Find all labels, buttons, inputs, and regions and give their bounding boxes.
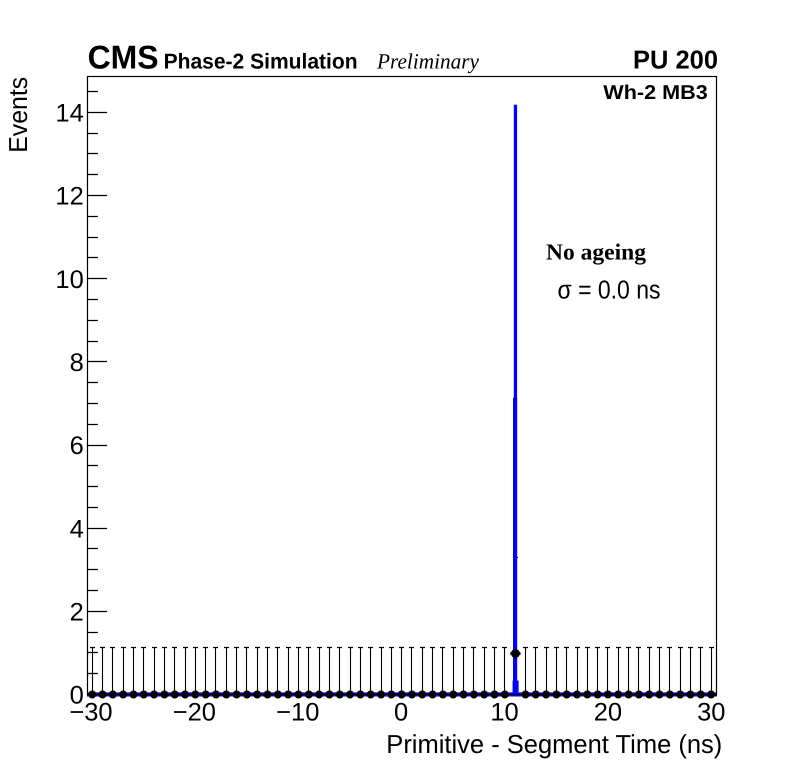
svg-text:−20: −20 bbox=[173, 699, 216, 727]
svg-text:4: 4 bbox=[70, 515, 84, 543]
svg-text:Phase-2 Simulation: Phase-2 Simulation bbox=[164, 50, 358, 74]
svg-text:10: 10 bbox=[490, 699, 518, 727]
svg-text:30: 30 bbox=[697, 699, 725, 727]
svg-text:0: 0 bbox=[70, 682, 84, 710]
svg-text:Wh-2 MB3: Wh-2 MB3 bbox=[603, 82, 708, 104]
svg-text:6: 6 bbox=[70, 432, 84, 460]
svg-text:Preliminary: Preliminary bbox=[376, 49, 479, 73]
svg-text:PU 200: PU 200 bbox=[633, 45, 718, 75]
svg-text:−10: −10 bbox=[276, 699, 319, 727]
svg-text:8: 8 bbox=[70, 349, 84, 377]
svg-text:CMS: CMS bbox=[88, 39, 159, 76]
svg-text:20: 20 bbox=[594, 699, 622, 727]
svg-text:Primitive - Segment Time (ns): Primitive - Segment Time (ns) bbox=[386, 729, 722, 759]
svg-text:σ = 0.0 ns: σ = 0.0 ns bbox=[558, 275, 661, 305]
svg-text:10: 10 bbox=[55, 266, 83, 294]
svg-text:14: 14 bbox=[55, 100, 83, 128]
svg-text:12: 12 bbox=[55, 183, 83, 211]
svg-text:−30: −30 bbox=[69, 699, 112, 727]
svg-text:2: 2 bbox=[70, 599, 84, 627]
svg-text:No ageing: No ageing bbox=[546, 240, 647, 266]
svg-text:0: 0 bbox=[394, 699, 408, 727]
svg-text:Events: Events bbox=[3, 77, 33, 153]
